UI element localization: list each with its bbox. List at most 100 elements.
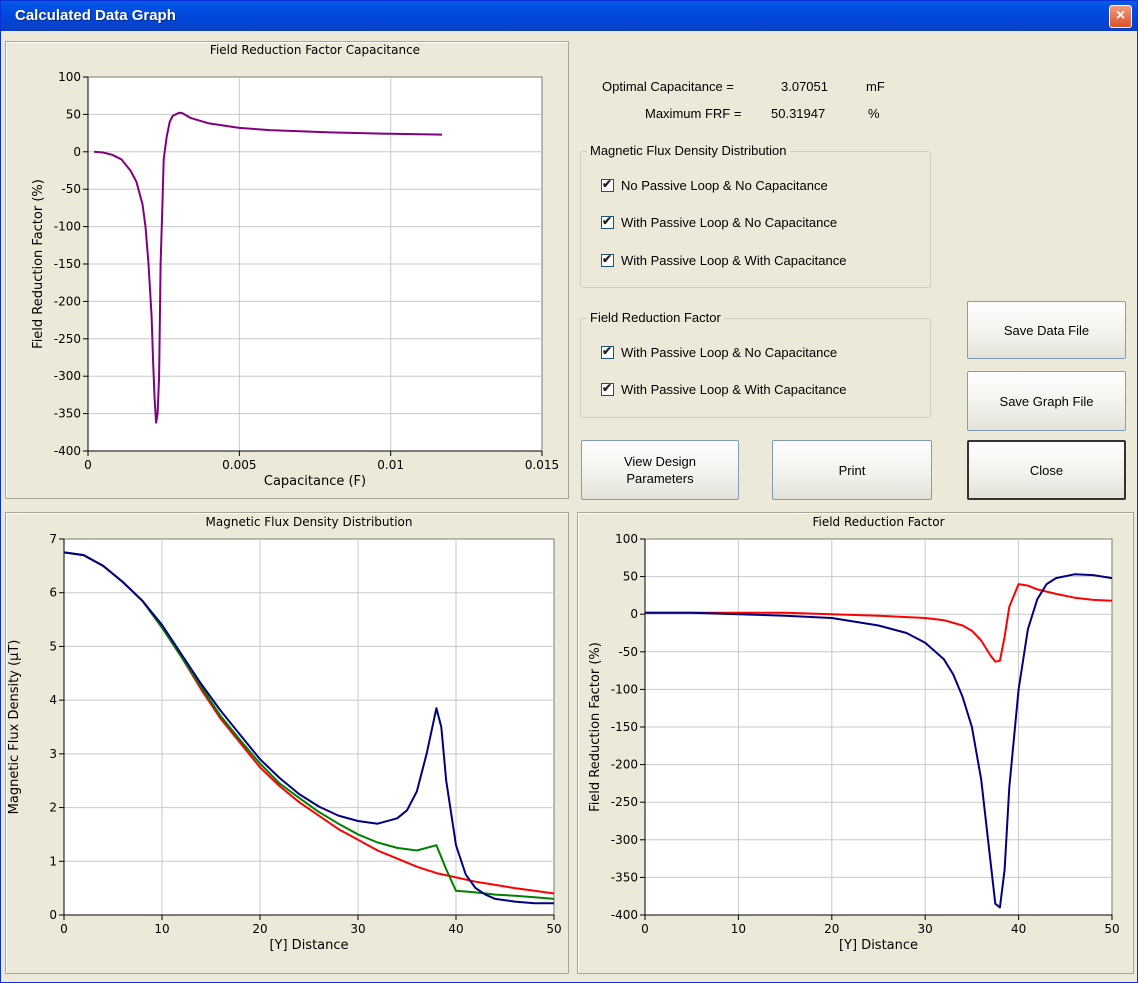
title-bar[interactable]: Calculated Data Graph × bbox=[1, 1, 1137, 31]
y-tick-label: -150 bbox=[54, 257, 81, 271]
checkbox-frf-loop-no-cap[interactable]: ✔ With Passive Loop & No Capacitance bbox=[601, 344, 838, 360]
y-tick-label: -300 bbox=[54, 369, 81, 383]
mfd-checkbox-group: Magnetic Flux Density Distribution ✔ No P… bbox=[580, 143, 931, 288]
optimal-capacitance-label: Optimal Capacitance = bbox=[602, 79, 734, 94]
y-axis-label: Field Reduction Factor (%) bbox=[31, 179, 46, 349]
y-tick-label: -400 bbox=[611, 908, 638, 922]
check-mark-icon: ✔ bbox=[602, 344, 613, 358]
y-tick-label: -400 bbox=[54, 444, 81, 458]
y-axis-label: Magnetic Flux Density (μT) bbox=[7, 640, 22, 815]
check-mark-icon: ✔ bbox=[602, 214, 613, 228]
x-tick-label: 0 bbox=[84, 458, 92, 472]
frf-capacitance-chart: Field Reduction Factor Capacitance 0 0.005… bbox=[31, 43, 559, 489]
chart-title: Field Reduction Factor Capacitance bbox=[210, 43, 420, 57]
y-tick-label: 0 bbox=[73, 145, 81, 159]
frf-checkbox-group: Field Reduction Factor ✔ With Passive Loo… bbox=[580, 310, 931, 418]
y-tick-label: 6 bbox=[49, 586, 57, 600]
y-tick-label: 3 bbox=[49, 747, 57, 761]
x-axis-label: [Y] Distance bbox=[839, 938, 918, 953]
maximum-frf-label: Maximum FRF = bbox=[645, 106, 742, 121]
x-tick-label: 50 bbox=[1104, 922, 1119, 936]
optimal-capacitance-value: 3.07051 bbox=[781, 79, 828, 94]
x-tick-label: 0.015 bbox=[525, 458, 559, 472]
checkbox-label: No Passive Loop & No Capacitance bbox=[621, 178, 828, 193]
y-tick-label: -350 bbox=[54, 407, 81, 421]
frf-group-title: Field Reduction Factor bbox=[587, 310, 724, 325]
y-tick-label: 4 bbox=[49, 693, 57, 707]
y-tick-label: -200 bbox=[54, 294, 81, 308]
y-tick-label: -250 bbox=[611, 795, 638, 809]
check-mark-icon: ✔ bbox=[602, 177, 613, 191]
y-tick-label: 100 bbox=[615, 532, 638, 546]
close-button[interactable]: Close bbox=[967, 440, 1126, 500]
client-area: Field Reduction Factor Capacitance 0 0.005… bbox=[5, 32, 1134, 979]
check-mark-icon: ✔ bbox=[602, 381, 613, 395]
maximum-frf-value: 50.31947 bbox=[771, 106, 826, 121]
checkbox-mfd-no-loop-no-cap[interactable]: ✔ No Passive Loop & No Capacitance bbox=[601, 177, 828, 193]
y-tick-label: -50 bbox=[61, 182, 81, 196]
checkbox-mfd-loop-with-cap[interactable]: ✔ With Passive Loop & With Capacitance bbox=[601, 252, 847, 268]
y-tick-label: 2 bbox=[49, 801, 57, 815]
y-tick-label: -350 bbox=[611, 870, 638, 884]
checkbox-box[interactable]: ✔ bbox=[601, 252, 614, 267]
y-axis-label: Field Reduction Factor (%) bbox=[588, 642, 603, 812]
x-tick-label: 0.005 bbox=[222, 458, 256, 472]
optimal-capacitance-unit: mF bbox=[866, 79, 885, 94]
checkbox-label: With Passive Loop & With Capacitance bbox=[621, 253, 847, 268]
checkbox-box[interactable]: ✔ bbox=[601, 344, 614, 359]
x-tick-label: 20 bbox=[252, 922, 267, 936]
x-tick-label: 10 bbox=[731, 922, 746, 936]
x-tick-label: 0.01 bbox=[377, 458, 404, 472]
frf-capacitance-chart-panel: Field Reduction Factor Capacitance 0 0.005… bbox=[5, 41, 569, 499]
checkbox-label: With Passive Loop & No Capacitance bbox=[621, 345, 838, 360]
series-line-1 bbox=[94, 111, 443, 424]
y-tick-label: 50 bbox=[623, 570, 638, 584]
x-axis-label: Capacitance (F) bbox=[264, 474, 366, 489]
series-line-2 bbox=[645, 573, 1113, 909]
y-tick-label: 0 bbox=[49, 908, 57, 922]
x-tick-label: 50 bbox=[546, 922, 561, 936]
series-line-3 bbox=[63, 551, 554, 905]
y-tick-label: 1 bbox=[49, 854, 57, 868]
frf-distance-chart-panel: Field Reduction Factor 0 10 20 30 40 50 100 50 0-… bbox=[577, 512, 1134, 974]
x-tick-label: 0 bbox=[60, 922, 68, 936]
y-tick-label: 50 bbox=[66, 107, 81, 121]
checkbox-mfd-loop-no-cap[interactable]: ✔ With Passive Loop & No Capacitance bbox=[601, 214, 838, 230]
view-design-parameters-button[interactable]: View Design Parameters bbox=[581, 440, 739, 500]
y-tick-label: -300 bbox=[611, 833, 638, 847]
print-button[interactable]: Print bbox=[772, 440, 932, 500]
y-tick-label: -150 bbox=[611, 720, 638, 734]
x-tick-label: 0 bbox=[641, 922, 649, 936]
x-axis-label: [Y] Distance bbox=[269, 938, 348, 953]
y-tick-label: -100 bbox=[54, 220, 81, 234]
x-tick-label: 40 bbox=[448, 922, 463, 936]
checkbox-label: With Passive Loop & No Capacitance bbox=[621, 215, 838, 230]
y-tick-label: -50 bbox=[618, 645, 638, 659]
checkbox-box[interactable]: ✔ bbox=[601, 381, 614, 396]
maximum-frf-unit: % bbox=[868, 106, 880, 121]
check-mark-icon: ✔ bbox=[602, 252, 613, 266]
checkbox-box[interactable]: ✔ bbox=[601, 177, 614, 192]
checkbox-box[interactable]: ✔ bbox=[601, 214, 614, 229]
x-tick-label: 40 bbox=[1011, 922, 1026, 936]
x-tick-label: 20 bbox=[824, 922, 839, 936]
mfd-group-title: Magnetic Flux Density Distribution bbox=[587, 143, 790, 158]
x-tick-label: 30 bbox=[918, 922, 933, 936]
y-tick-label: 0 bbox=[630, 607, 638, 621]
y-tick-label: 5 bbox=[49, 639, 57, 653]
x-tick-label: 30 bbox=[350, 922, 365, 936]
mfd-chart-panel: Magnetic Flux Density Distribution 0 10 20 3… bbox=[5, 512, 569, 974]
y-tick-label: -200 bbox=[611, 758, 638, 772]
x-tick-label: 10 bbox=[154, 922, 169, 936]
checkbox-frf-loop-with-cap[interactable]: ✔ With Passive Loop & With Capacitance bbox=[601, 381, 847, 397]
checkbox-label: With Passive Loop & With Capacitance bbox=[621, 382, 847, 397]
y-tick-label: -250 bbox=[54, 332, 81, 346]
save-data-file-button[interactable]: Save Data File bbox=[967, 301, 1126, 359]
close-window-icon[interactable]: × bbox=[1109, 5, 1132, 28]
save-graph-file-button[interactable]: Save Graph File bbox=[967, 371, 1126, 431]
plot-area bbox=[63, 538, 555, 916]
chart-title: Field Reduction Factor bbox=[812, 515, 944, 529]
